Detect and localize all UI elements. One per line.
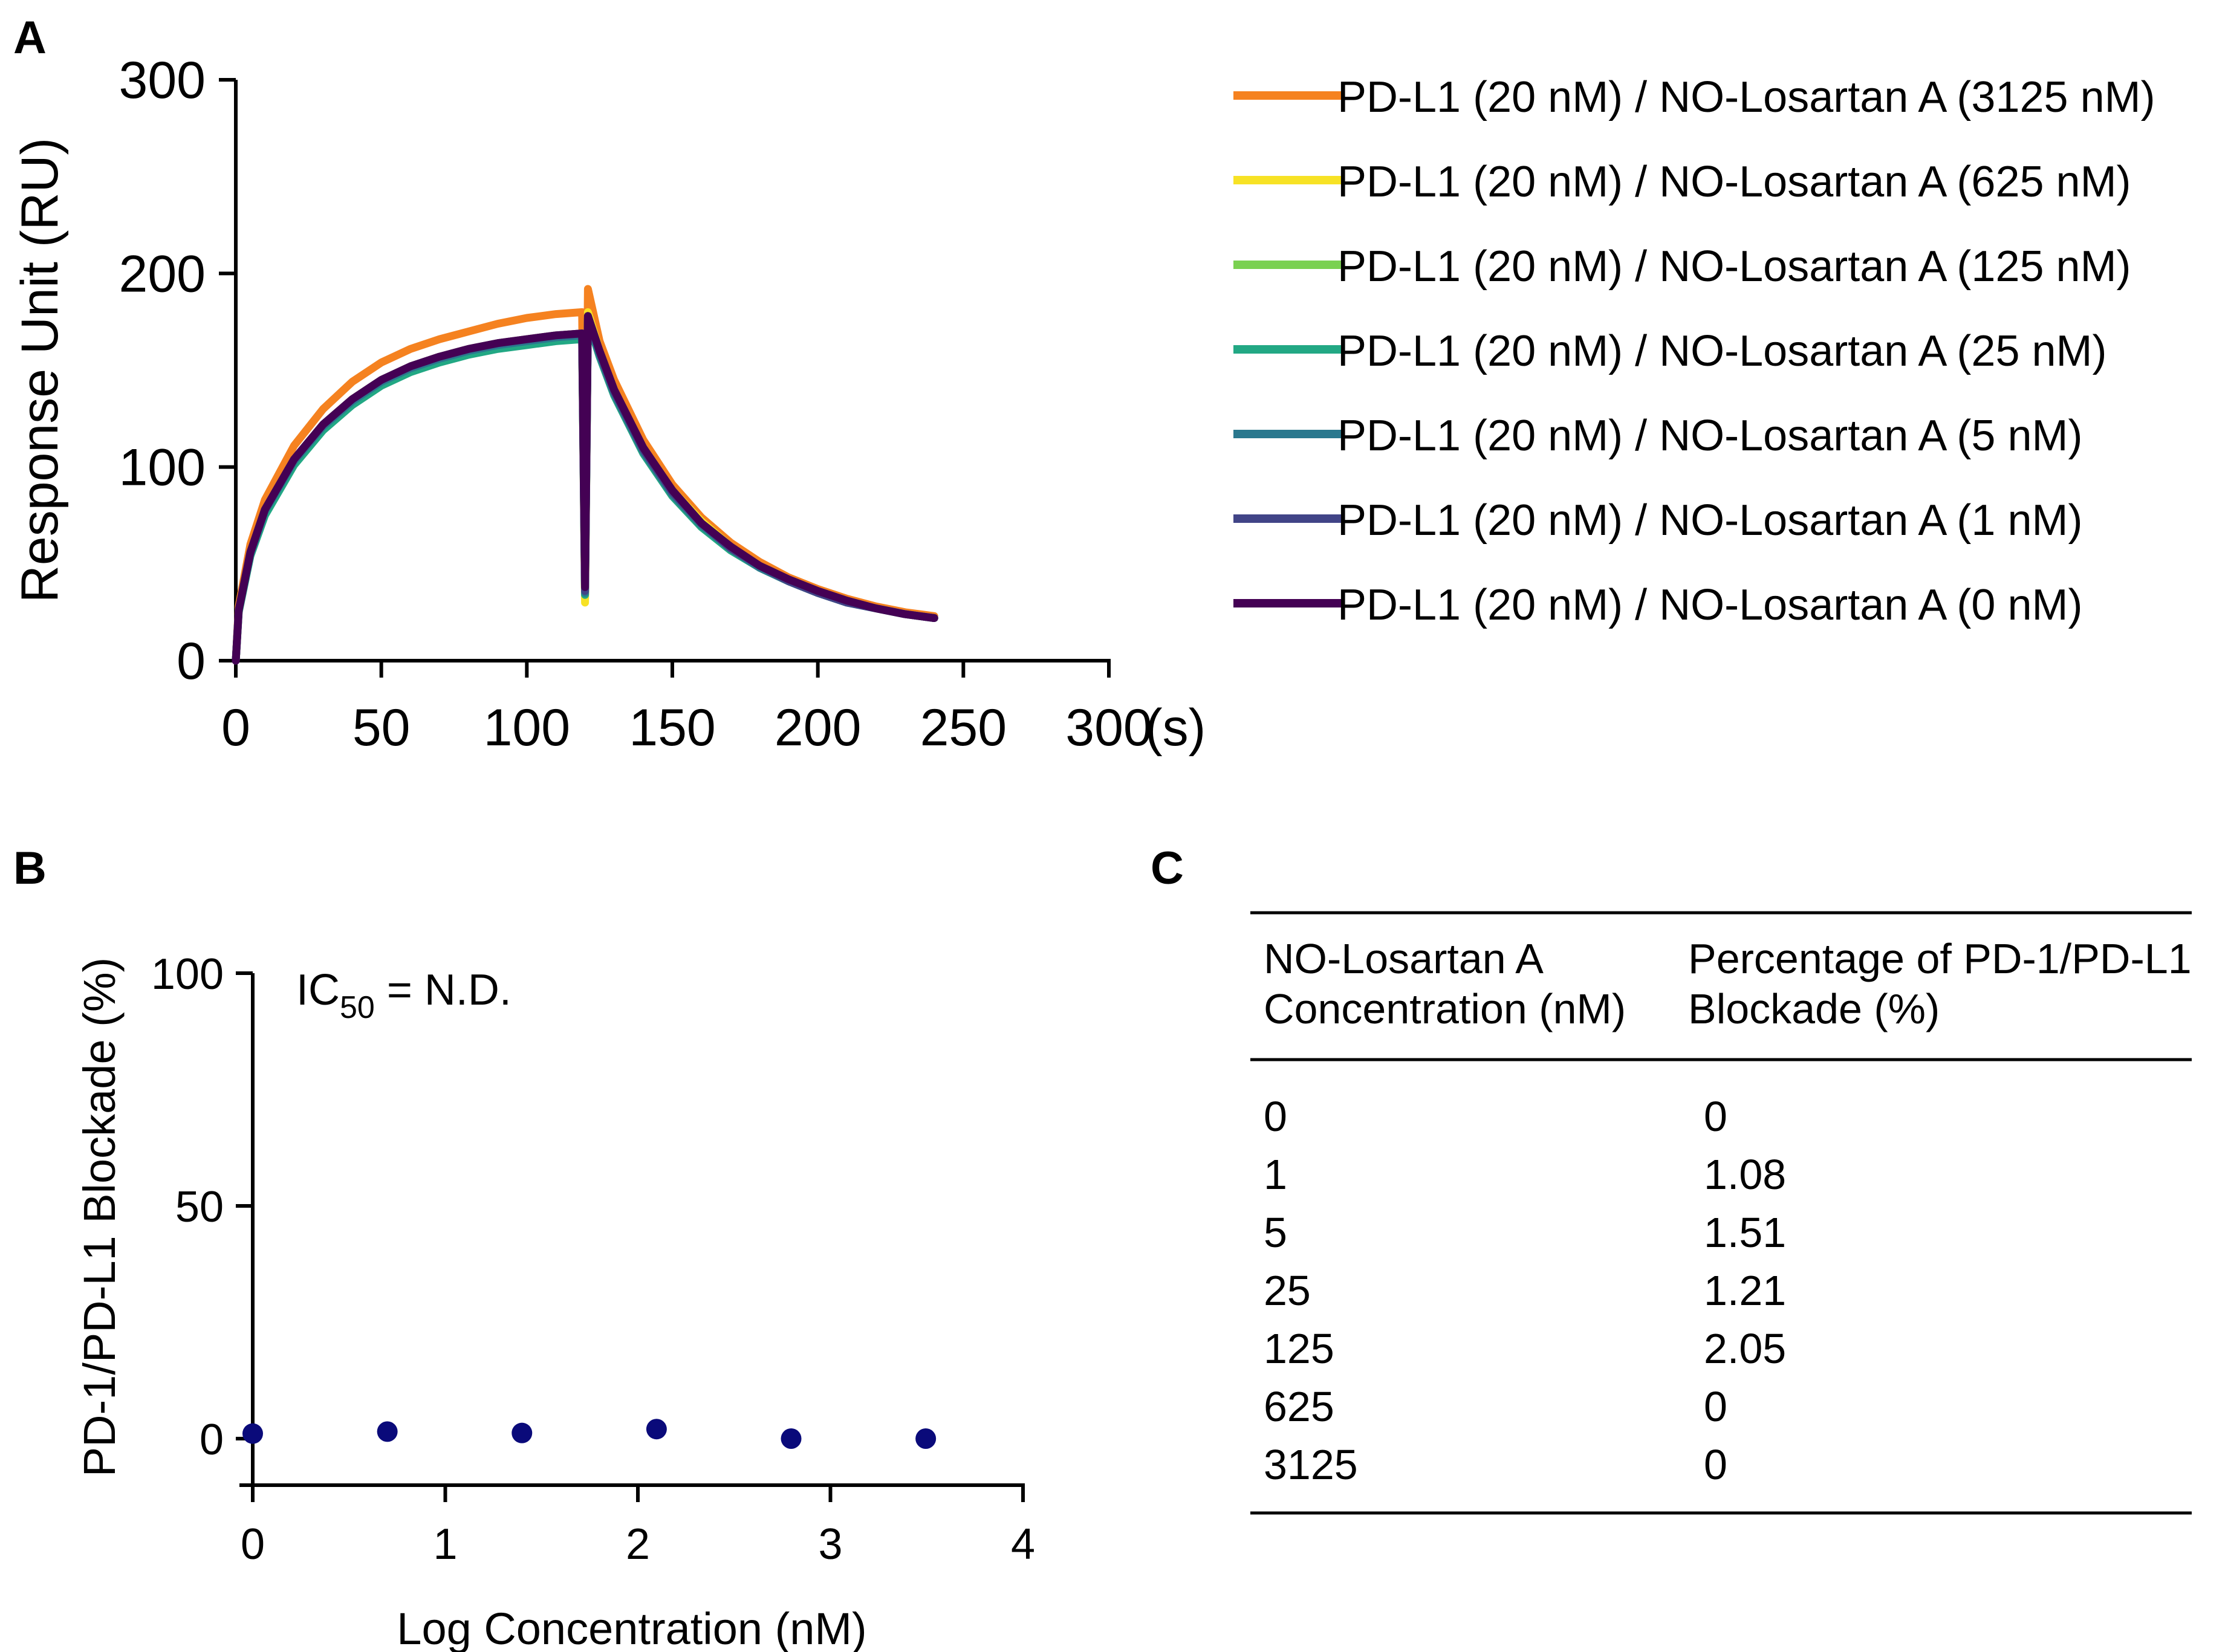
data-point — [646, 1419, 667, 1440]
panel-b-chart: 0 50 100 0 1 2 3 4 Log Concentration (nM) PD-1/PD… — [74, 950, 1035, 1652]
ic50-suffix: = N.D. — [375, 966, 512, 1014]
legend-label: PD-L1 (20 nM) / NO-Losartan A (1 nM) — [1337, 496, 2082, 545]
table-header-line1: Percentage of PD-1/PD-L1 — [1688, 935, 2192, 982]
y-tick-label: 100 — [119, 439, 206, 497]
legend-label: PD-L1 (20 nM) / NO-Losartan A (5 nM) — [1337, 412, 2082, 460]
x-tick-label: 2 — [626, 1520, 650, 1569]
ic50-subscript: 50 — [340, 990, 375, 1025]
panel-a-legend: PD-L1 (20 nM) / NO-Losartan A (3125 nM) P… — [1233, 73, 2155, 629]
legend-label: PD-L1 (20 nM) / NO-Losartan A (25 nM) — [1337, 327, 2106, 375]
series-line-6 — [232, 312, 938, 665]
y-tick-label: 100 — [151, 950, 224, 999]
panel-label-c: C — [1151, 843, 1184, 894]
table-cell: 0 — [1704, 1383, 1727, 1430]
y-tick-label: 50 — [175, 1183, 224, 1231]
table-cell: 625 — [1264, 1383, 1334, 1430]
y-tick-label: 300 — [119, 51, 206, 109]
data-point — [242, 1423, 263, 1444]
x-tick-label: 200 — [775, 699, 862, 757]
table-cell: 1 — [1264, 1151, 1287, 1198]
x-tick-label: 250 — [920, 699, 1007, 757]
y-axis-label: PD-1/PD-L1 Blockade (%) — [74, 957, 125, 1477]
panel-label-a: A — [13, 12, 47, 63]
x-axis-label: (s) — [1145, 699, 1206, 757]
table-cell: 25 — [1264, 1267, 1311, 1314]
table-cell: 1.08 — [1704, 1151, 1786, 1198]
x-tick-label: 0 — [221, 699, 250, 757]
table-cell: 3125 — [1264, 1441, 1358, 1488]
legend-label: PD-L1 (20 nM) / NO-Losartan A (625 nM) — [1337, 158, 2131, 206]
y-axis-label: Response Unit (RU) — [11, 138, 69, 603]
x-tick-label: 3 — [818, 1520, 842, 1569]
table-cell: 5 — [1264, 1209, 1287, 1256]
x-tick-label: 4 — [1011, 1520, 1035, 1569]
table-header-line2: Blockade (%) — [1688, 985, 1940, 1032]
table-cell: 0 — [1704, 1093, 1727, 1140]
table-cell: 1.51 — [1704, 1209, 1786, 1256]
table-header-line1: NO-Losartan A — [1264, 935, 1544, 982]
ic50-annotation: IC50 = N.D. — [296, 966, 512, 1025]
data-point — [377, 1421, 398, 1442]
data-point — [512, 1422, 533, 1443]
table-cell: 0 — [1264, 1093, 1287, 1140]
panel-label-b: B — [13, 843, 47, 894]
table-cell: 125 — [1264, 1325, 1334, 1372]
table-cell: 2.05 — [1704, 1325, 1786, 1372]
y-tick-label: 0 — [177, 632, 206, 690]
y-tick-label: 200 — [119, 245, 206, 303]
legend-label: PD-L1 (20 nM) / NO-Losartan A (125 nM) — [1337, 242, 2131, 291]
x-tick-label: 1 — [433, 1520, 457, 1569]
y-tick-label: 0 — [200, 1416, 224, 1464]
x-tick-label: 100 — [484, 699, 571, 757]
data-point — [915, 1428, 937, 1449]
legend-label: PD-L1 (20 nM) / NO-Losartan A (3125 nM) — [1337, 73, 2155, 121]
table-cell: 0 — [1704, 1441, 1727, 1488]
x-tick-label: 50 — [352, 699, 411, 757]
x-tick-label: 300 — [1065, 699, 1152, 757]
x-axis-label: Log Concentration (nM) — [397, 1604, 866, 1652]
data-point — [781, 1428, 802, 1449]
ic50-prefix: IC — [296, 966, 340, 1014]
legend-label: PD-L1 (20 nM) / NO-Losartan A (0 nM) — [1337, 581, 2082, 629]
x-tick-label: 150 — [629, 699, 716, 757]
x-tick-label: 0 — [241, 1520, 265, 1569]
table-header-line2: Concentration (nM) — [1264, 985, 1626, 1032]
table-cell: 1.21 — [1704, 1267, 1786, 1314]
